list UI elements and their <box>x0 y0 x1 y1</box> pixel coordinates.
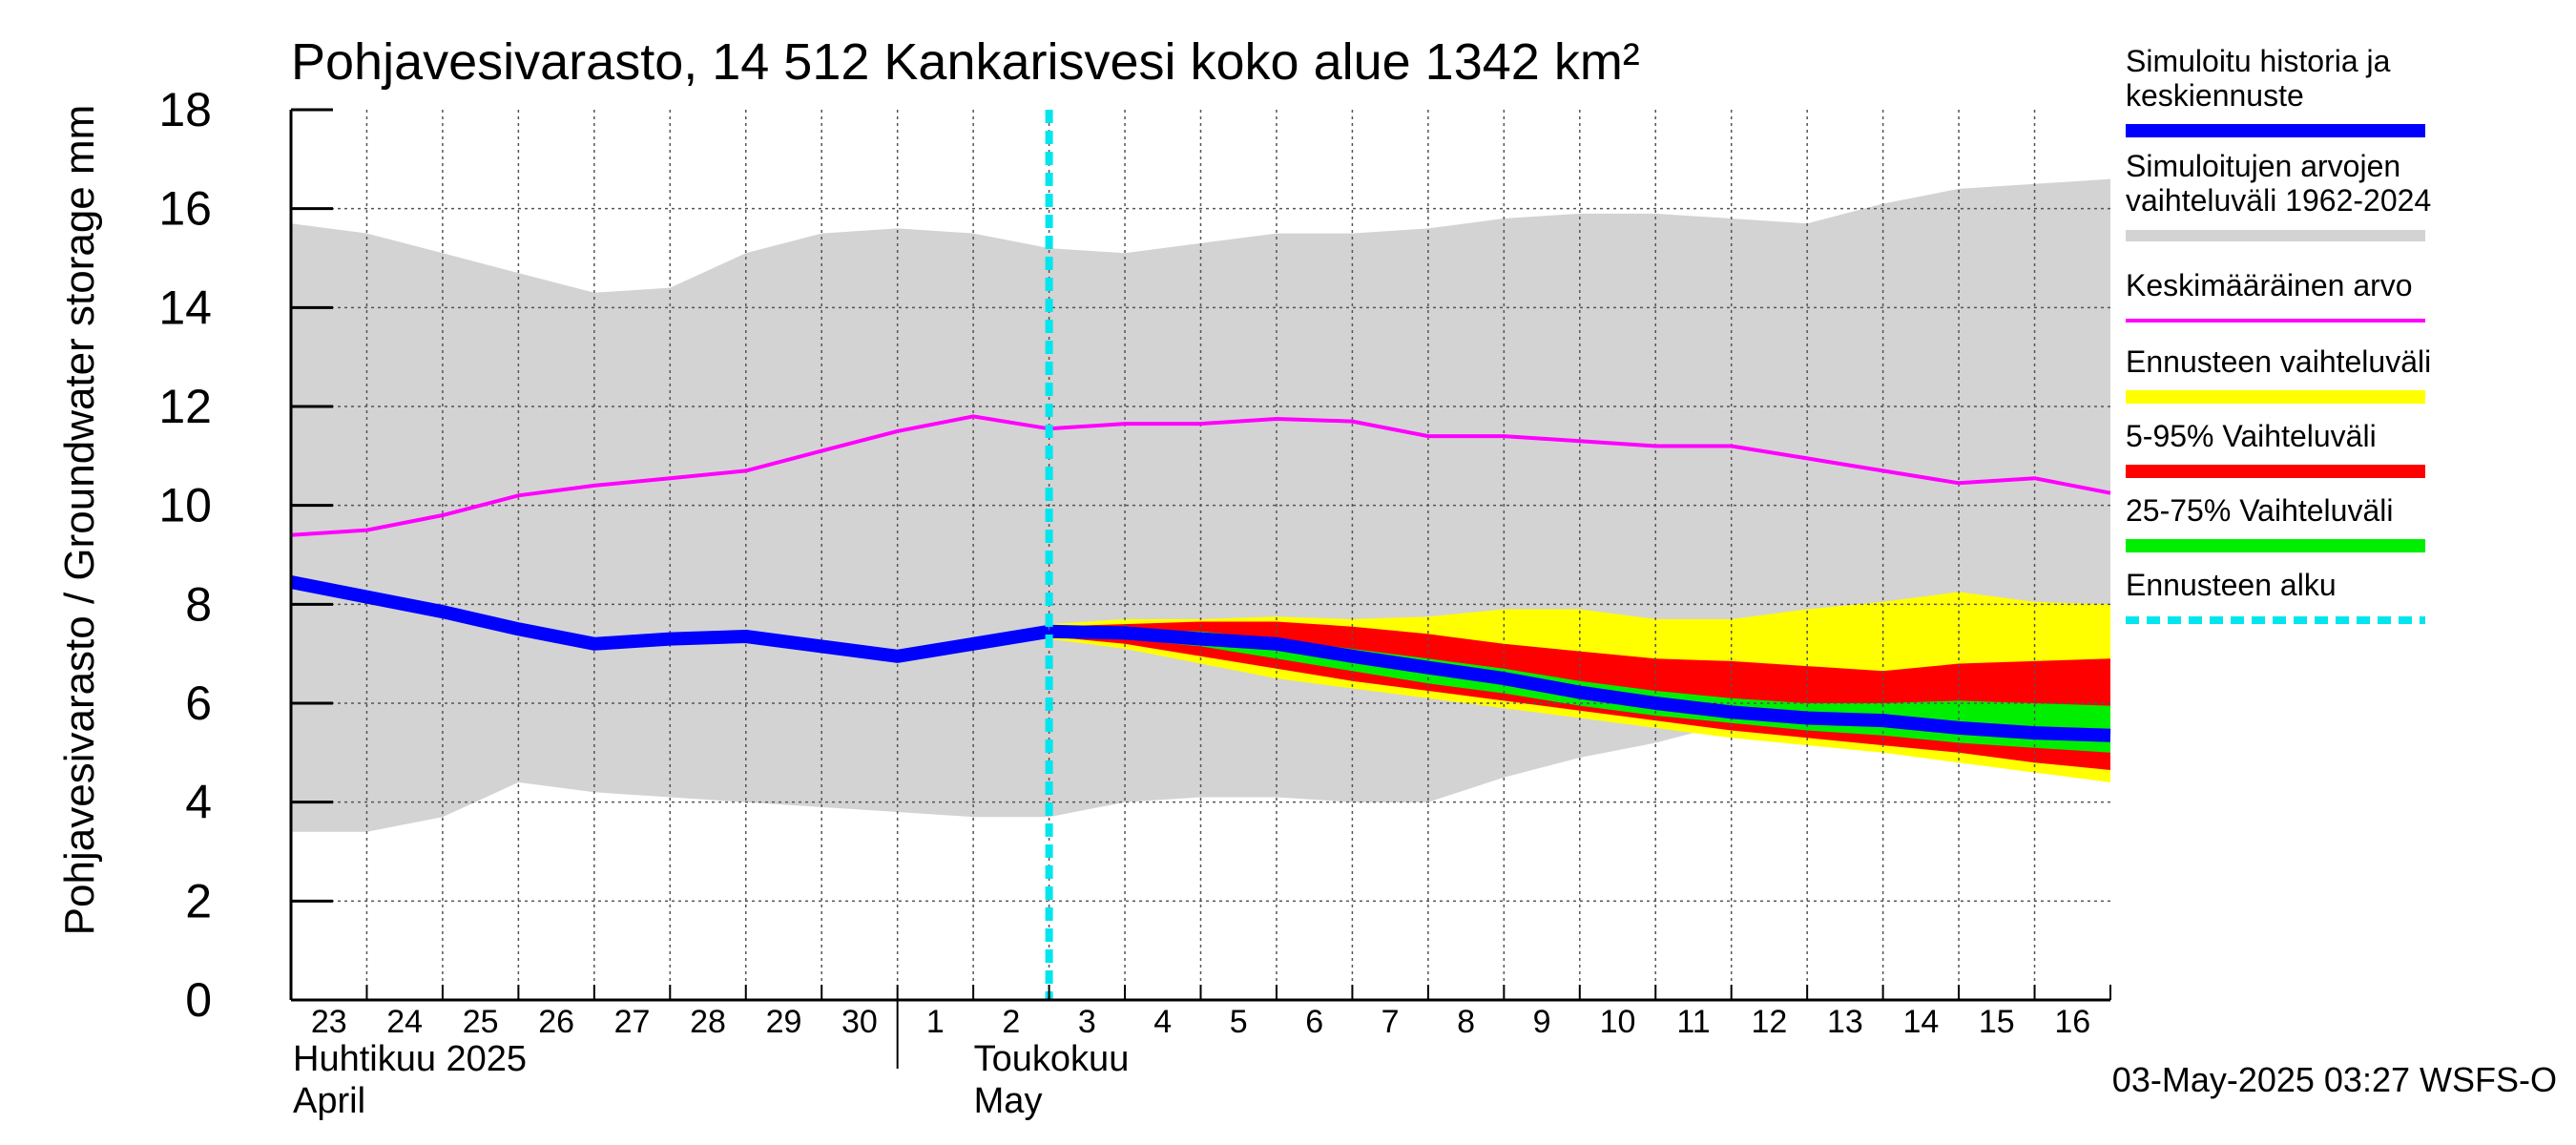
legend-label: vaihteluväli 1962-2024 <box>2126 183 2431 218</box>
legend-label: 25-75% Vaihteluväli <box>2126 493 2393 528</box>
x-day-label: 1 <box>926 1004 945 1040</box>
y-tick-label: 10 <box>158 479 212 532</box>
y-tick-label: 12 <box>158 380 212 433</box>
legend-label: 5-95% Vaihteluväli <box>2126 419 2377 453</box>
x-day-label: 27 <box>614 1004 651 1040</box>
x-day-label: 11 <box>1676 1004 1710 1040</box>
x-day-label: 12 <box>1752 1004 1788 1040</box>
x-day-label: 24 <box>386 1004 423 1040</box>
legend-label: Simuloitujen arvojen <box>2126 149 2400 183</box>
x-axis-ticks: 23 24 25 26 27 28 29 30 1 2 3 4 5 6 7 8 9 10 11 12 13 14 15 16 <box>290 985 2111 1069</box>
x-day-label: 8 <box>1457 1004 1475 1040</box>
legend-label: Keskimääräinen arvo <box>2126 268 2413 302</box>
y-tick-label: 14 <box>158 281 212 334</box>
y-axis-label: Pohjavesivarasto / Groundwater storage m… <box>56 105 103 936</box>
legend-label: keskiennuste <box>2126 78 2304 113</box>
x-day-label: 5 <box>1230 1004 1248 1040</box>
y-tick-label: 6 <box>185 677 212 730</box>
x-day-label: 4 <box>1153 1004 1172 1040</box>
series-lines <box>289 110 2111 1000</box>
x-day-label: 28 <box>690 1004 726 1040</box>
month-label-en: May <box>974 1081 1043 1121</box>
median-forecast-line <box>1049 624 2111 742</box>
x-day-label: 13 <box>1827 1004 1863 1040</box>
mean-line <box>290 414 2111 537</box>
x-day-label: 3 <box>1078 1004 1096 1040</box>
y-tick-label: 8 <box>185 577 212 631</box>
x-day-label: 30 <box>841 1004 878 1040</box>
x-day-label: 29 <box>766 1004 802 1040</box>
y-tick-label: 2 <box>185 874 212 927</box>
x-day-label: 14 <box>1902 1004 1939 1040</box>
history-line <box>289 575 1050 663</box>
y-tick-label: 16 <box>158 182 212 236</box>
x-day-label: 2 <box>1002 1004 1020 1040</box>
legend-label: Simuloitu historia ja <box>2126 44 2391 78</box>
month-label-fi: Toukokuu <box>974 1039 1130 1079</box>
month-label-en: April <box>293 1081 365 1121</box>
legend-label: Ennusteen vaihteluväli <box>2126 344 2431 379</box>
y-axis-ticks: 0 2 4 6 8 10 12 14 16 18 <box>158 83 333 1027</box>
legend-label: Ennusteen alku <box>2126 568 2337 602</box>
x-day-label: 10 <box>1600 1004 1636 1040</box>
x-day-label: 23 <box>311 1004 347 1040</box>
y-tick-label: 4 <box>185 776 212 829</box>
y-tick-label: 18 <box>158 83 212 136</box>
x-day-label: 7 <box>1381 1004 1400 1040</box>
chart-title: Pohjavesivarasto, 14 512 Kankarisvesi ko… <box>291 33 1640 91</box>
x-day-label: 15 <box>1979 1004 2015 1040</box>
timestamp: 03-May-2025 03:27 WSFS-O <box>2112 1060 2557 1099</box>
x-day-label: 26 <box>538 1004 574 1040</box>
x-day-label: 16 <box>2054 1004 2090 1040</box>
y-tick-label: 0 <box>185 973 212 1027</box>
x-day-label: 6 <box>1305 1004 1323 1040</box>
x-day-label: 9 <box>1533 1004 1551 1040</box>
month-label-fi: Huhtikuu 2025 <box>293 1039 527 1079</box>
x-day-label: 25 <box>463 1004 499 1040</box>
